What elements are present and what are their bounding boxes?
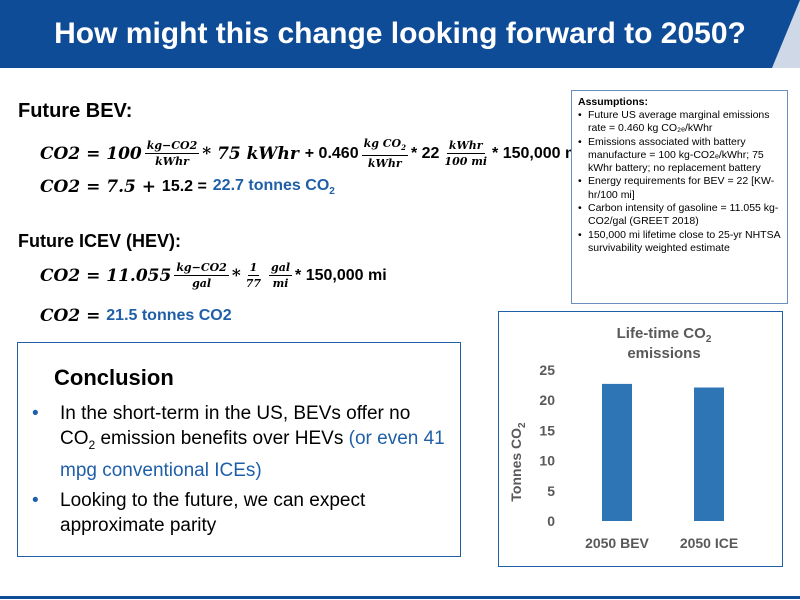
bev-eq1-tail: * 150,000 mi (492, 144, 584, 162)
y-tick-label: 0 (547, 513, 555, 529)
chart-container: Life-time CO2 emissions Tonnes CO2 0 5 10 1… (498, 311, 783, 567)
fraction-numerator: gal (269, 261, 293, 276)
title-bar: How might this change looking forward to… (0, 0, 800, 68)
fraction-denominator: gal (192, 277, 212, 290)
fraction-numerator-text: kg CO (363, 137, 402, 150)
fraction-denominator: kWhr (155, 155, 189, 169)
icev-equation-2: CO2 = 21.5 tonnes CO2 (40, 306, 232, 326)
assumptions-list: Future US average marginal emissions rat… (578, 109, 781, 255)
icev-eq2-result: 21.5 tonnes CO2 (106, 307, 232, 324)
icev-eq1-fraction-1: kg−CO2 gal (174, 261, 229, 290)
conclusion-bullet-1: • In the short-term in the US, BEVs offe… (32, 401, 450, 483)
bev-eq1-fraction-2: kg CO2 kWhr (361, 137, 408, 171)
assumption-item: Energy requirements for BEV = 22 [KW-hr/… (578, 175, 781, 202)
bullet-icon: • (32, 490, 39, 511)
fraction-numerator: kg−CO2 (174, 261, 229, 276)
x-tick-label: 2050 BEV (585, 535, 649, 551)
fraction-denominator: mi (272, 277, 289, 290)
chart-title-line-2: emissions (627, 345, 700, 362)
bullet-subscript: 2 (88, 437, 96, 452)
y-tick-label: 25 (539, 362, 555, 378)
y-tick-label: 10 (539, 453, 555, 469)
bev-eq2-lhs: CO2 = 7.5 + (40, 177, 156, 198)
assumptions-box: Assumptions: Future US average marginal … (571, 90, 788, 304)
fraction-denominator: kWhr (367, 157, 402, 171)
assumptions-title: Assumptions: (578, 96, 649, 108)
icev-eq1-lhs: CO2 = 11.055 (40, 265, 172, 286)
fraction-subscript: 2 (401, 143, 406, 153)
bar-2050-bev (602, 383, 632, 521)
bev-eq1-kwhr: kWhr (246, 143, 299, 164)
bev-eq2-result: 22.7 tonnes CO2 (213, 177, 335, 197)
icev-eq1-tail: * 150,000 mi (295, 266, 387, 284)
conclusion-bullet-1-text: In the short-term in the US, BEVs offer … (60, 401, 450, 483)
icev-eq2-lhs: CO2 = (40, 306, 101, 326)
icev-eq1-fraction-2: 1 77 (244, 261, 263, 290)
y-tick-label: 20 (539, 392, 555, 408)
bullet-text: In the short-term in the US, BEVs offer … (60, 403, 411, 449)
icev-equation-1: CO2 = 11.055 kg−CO2 gal * 1 77 gal mi * … (40, 261, 387, 290)
fraction-numerator: 1 (247, 261, 260, 276)
bev-equation-1: CO2 = 100 kg−CO2 kWhr * 75 kWhr + 0.460 … (40, 137, 584, 170)
y-tick-label: 5 (547, 483, 555, 499)
lifetime-co2-chart: Life-time CO2 emissions Tonnes CO2 0 5 10 1… (508, 325, 738, 551)
bullet-text: emission benefits over HEVs (95, 428, 349, 449)
assumption-item: Emissions associated with battery manufa… (578, 136, 781, 176)
y-axis-label: Tonnes CO2 (508, 422, 528, 502)
bev-result-subscript: 2 (329, 186, 335, 198)
icev-eq1-fraction-3: gal mi (269, 261, 293, 290)
fraction-denominator: 100 mi (444, 155, 488, 169)
fraction-denominator: 77 (245, 277, 262, 290)
assumption-item: 150,000 mi lifetime close to 25-yr NHTSA… (578, 229, 781, 256)
bev-eq1-mult: * 75 (202, 143, 241, 164)
fraction-numerator: kg CO2 (361, 137, 408, 157)
future-icev-heading: Future ICEV (HEV): (18, 231, 182, 251)
bev-eq1-fraction-1: kg−CO2 kWhr (144, 139, 200, 169)
bev-eq1-lhs: CO2 = 100 (40, 143, 142, 164)
title-bar-accent (772, 0, 800, 68)
footer-rule (0, 596, 800, 599)
assumption-item: Future US average marginal emissions rat… (578, 109, 781, 136)
future-bev-heading: Future BEV: (18, 100, 133, 122)
chart-title-line-1: Life-time CO2 (617, 325, 712, 345)
x-tick-label: 2050 ICE (680, 535, 738, 551)
slide-title: How might this change looking forward to… (54, 17, 746, 50)
conclusion-title: Conclusion (54, 365, 174, 390)
bev-eq1-plus: + 0.460 (304, 144, 359, 162)
conclusion-bullet-2: • Looking to the future, we can expect a… (32, 488, 450, 538)
assumption-item: Carbon intensity of gasoline = 11.055 kg… (578, 202, 781, 229)
bar-2050-ice (694, 387, 724, 521)
bev-result-text: 22.7 tonnes CO (212, 177, 330, 194)
bullet-icon: • (32, 403, 39, 424)
bev-eq1-fraction-3: kWhr 100 mi (442, 139, 489, 168)
bullet-highlight-text: (or even 41 mpg conventional ICEs) (60, 428, 445, 481)
icev-eq1-mult: * (231, 265, 241, 286)
conclusion-bullet-2-text: Looking to the future, we can expect app… (60, 490, 366, 536)
bev-eq1-mult-2: * 22 (410, 144, 440, 162)
bev-equation-2: CO2 = 7.5 + 15.2 = 22.7 tonnes CO2 (40, 177, 335, 197)
fraction-numerator: kWhr (446, 139, 485, 155)
conclusion-box: Conclusion • In the short-term in the US… (17, 342, 461, 557)
fraction-numerator: kg−CO2 (144, 139, 200, 155)
bev-eq2-value: 15.2 = (161, 178, 207, 196)
y-tick-label: 15 (539, 422, 555, 438)
